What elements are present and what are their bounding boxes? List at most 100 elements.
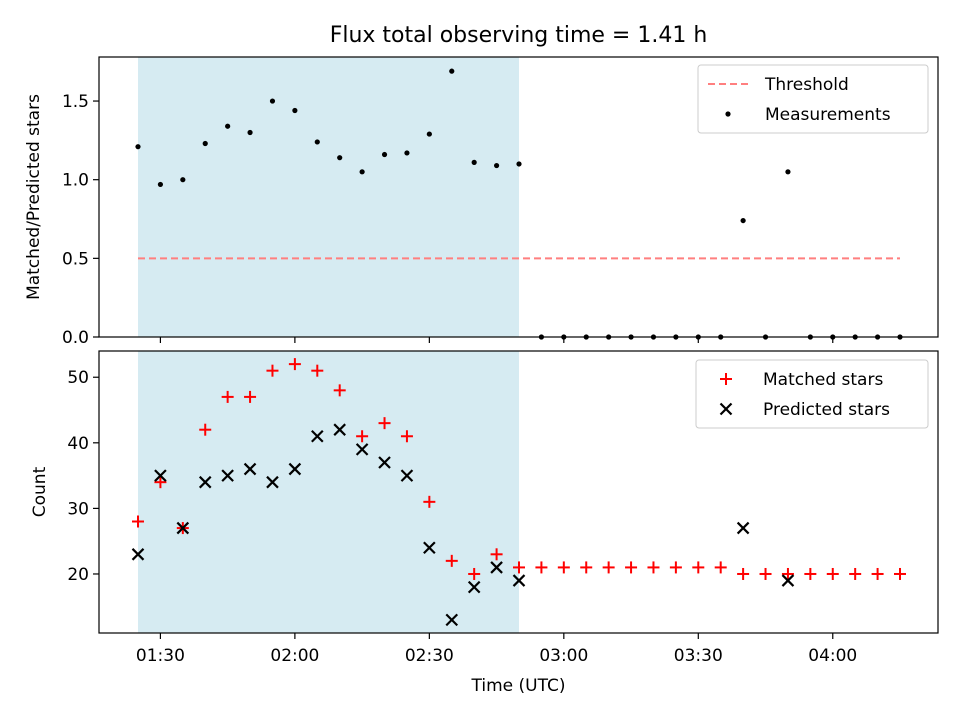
predicted-star-point	[311, 429, 324, 443]
measurement-point	[426, 131, 432, 137]
matched-star-point	[781, 567, 794, 580]
top-legend: Threshold Measurements	[697, 64, 929, 134]
cross-b	[154, 469, 167, 482]
predicted-star-point	[266, 475, 279, 489]
matched-star-point	[669, 561, 682, 574]
predicted-star-point	[131, 548, 145, 561]
bottom-observing-window	[138, 351, 519, 633]
measurement-point	[337, 155, 343, 161]
matched-star-point	[625, 561, 638, 574]
legend-threshold-label: Threshold	[764, 75, 849, 95]
cross-b	[400, 469, 414, 482]
measurement-point	[314, 139, 320, 145]
predicted-star-point	[243, 462, 257, 476]
predicted-star-point	[154, 469, 167, 482]
bottom-y-tick-label: 30	[67, 499, 89, 519]
predicted-star-point	[400, 469, 414, 482]
predicted-star-point	[355, 443, 369, 456]
top-y-tick-label: 1.0	[62, 171, 89, 191]
matched-star-point	[647, 561, 660, 574]
cross-b	[198, 475, 212, 489]
top-legend-box	[697, 64, 929, 134]
measurement-point	[381, 151, 388, 158]
cross-b	[288, 462, 302, 476]
legend-matched-marker	[720, 373, 732, 385]
matched-star-point	[714, 561, 727, 574]
matched-star-point	[132, 515, 144, 528]
predicted-star-point	[445, 613, 459, 627]
legend-matched-swatch	[720, 373, 732, 385]
cross-b	[131, 548, 145, 561]
cross-b	[512, 574, 526, 587]
predicted-star-point	[378, 456, 391, 469]
top-y-tick-label: 0.0	[62, 328, 89, 348]
matched-star-point	[871, 567, 884, 580]
bottom-panel: 20 30 40 50 01:30 02:00 02:30 03:00 03:30 04:00 T…	[30, 350, 939, 696]
x-tick-label: 02:30	[405, 646, 454, 666]
bottom-legend-box	[695, 359, 929, 429]
legend-matched-label: Matched stars	[763, 370, 883, 390]
matched-star-point	[826, 567, 839, 580]
matched-star-point	[445, 554, 458, 567]
measurement-point	[180, 177, 186, 183]
matched-star-point	[535, 561, 548, 574]
predicted-star-point	[333, 423, 346, 436]
matched-star-point	[513, 561, 525, 574]
predicted-star-point	[221, 469, 234, 482]
matched-star-point	[378, 417, 391, 430]
top-axes-frame	[98, 56, 939, 338]
matched-star-point	[288, 358, 301, 371]
x-tick-label: 03:00	[539, 646, 588, 666]
matched-star-point	[759, 567, 772, 580]
x-tick-label: 03:30	[674, 646, 723, 666]
measurement-point	[471, 159, 477, 165]
measurement-point	[247, 129, 253, 136]
measurement-point	[292, 107, 298, 114]
measurement-point	[225, 123, 231, 129]
top-y-tick-label: 1.5	[62, 92, 89, 112]
measurement-point	[359, 169, 365, 175]
cross-b	[311, 429, 324, 443]
bottom-y-tick-label: 50	[67, 368, 89, 388]
measurement-point	[785, 169, 791, 175]
cross-b	[719, 402, 733, 416]
matched-star-point	[311, 364, 324, 377]
predicted-star-point	[736, 521, 750, 535]
predicted-star-point	[198, 475, 212, 489]
matched-star-point	[400, 430, 413, 443]
cross-b	[378, 456, 391, 469]
cross-b	[333, 423, 346, 436]
predicted-star-point	[288, 462, 302, 476]
top-y-tick-label: 0.5	[62, 249, 89, 269]
cross-b	[490, 561, 503, 574]
cross-b	[423, 541, 436, 555]
bottom-y-tick-label: 40	[67, 434, 89, 454]
matched-star-point	[356, 430, 369, 443]
top-observing-window	[138, 57, 519, 337]
cross-b	[445, 613, 459, 627]
predicted-star-point	[512, 574, 526, 587]
bottom-axes-frame	[98, 350, 939, 634]
matched-star-point	[557, 561, 570, 574]
measurement-point	[135, 144, 141, 150]
measurement-point	[269, 98, 276, 104]
measurement-point	[449, 68, 455, 74]
matched-star-point	[580, 561, 593, 574]
chart-title: Flux total observing time = 1.41 h	[330, 23, 708, 48]
top-panel: 0.0 0.5 1.0 1.5 Flux total observing time =…	[24, 23, 939, 348]
matched-star-point	[490, 548, 503, 561]
cross-b	[266, 475, 279, 489]
cross-b	[736, 521, 750, 535]
cross-b	[176, 521, 190, 535]
cross-b	[221, 469, 234, 482]
x-axis-label: Time (UTC)	[471, 676, 566, 696]
legend-predicted-marker	[719, 402, 733, 416]
matched-star-point	[849, 567, 862, 580]
matched-star-point	[423, 495, 436, 508]
matched-star-point	[468, 567, 481, 580]
matched-star-point	[804, 567, 817, 580]
x-tick-label: 01:30	[136, 646, 185, 666]
matched-star-point	[333, 384, 346, 397]
